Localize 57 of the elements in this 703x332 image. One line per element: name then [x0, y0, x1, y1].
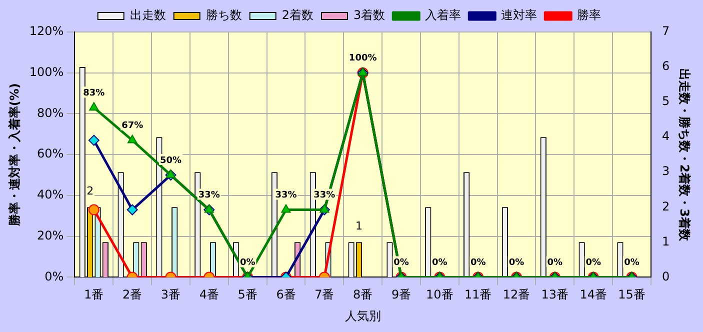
data-label: 0%	[432, 258, 448, 268]
legend-label: 3着数	[354, 8, 386, 22]
data-label: 0%	[508, 258, 524, 268]
y-tick-label: 120%	[29, 24, 64, 38]
legend-label: 勝ち数	[206, 8, 242, 22]
y-tick-label: 0%	[44, 269, 64, 284]
data-label: 67%	[122, 121, 144, 132]
x-tick-label: 7番	[314, 288, 334, 302]
data-label: 0%	[240, 258, 256, 268]
y2-tick-label: 3	[662, 164, 670, 178]
x-tick-label: 5番	[238, 288, 258, 302]
data-label: 1	[355, 220, 362, 233]
x-tick-label: 15番	[618, 288, 646, 302]
y2-axis-title: 出走数・勝ち数・2着数・3着数	[678, 68, 692, 242]
data-label: 33%	[314, 190, 336, 201]
y-axis-title: 勝率・連対率・入着率(%)	[7, 83, 22, 228]
x-tick-label: 8番	[353, 288, 373, 302]
x-tick-label: 3番	[160, 288, 181, 302]
data-label: 0%	[394, 258, 409, 268]
data-label: 83%	[83, 88, 105, 98]
data-label: 33%	[198, 190, 220, 201]
y-tick-label: 80%	[37, 106, 64, 120]
data-label: 0%	[547, 258, 563, 268]
y-tick-label: 20%	[37, 228, 64, 242]
y2-tick-label: 5	[662, 94, 670, 108]
x-tick-label: 11番	[464, 288, 492, 302]
x-tick-label: 2番	[122, 288, 142, 302]
legend-label: 2着数	[282, 8, 314, 22]
x-tick-label: 9番	[391, 288, 412, 302]
data-label: 0%	[470, 258, 486, 268]
legend-label: 出走数	[130, 8, 166, 22]
y2-tick-label: 6	[662, 59, 670, 74]
legend-label: 入着率	[425, 8, 462, 22]
x-tick-label: 6番	[276, 288, 296, 302]
x-tick-label: 10番	[426, 288, 454, 302]
y2-tick-label: 0	[662, 269, 670, 284]
data-label: 2	[86, 184, 94, 198]
y2-tick-label: 7	[662, 24, 670, 38]
y-tick-label: 40%	[37, 188, 64, 202]
legend-label: 勝率	[577, 8, 602, 22]
data-label: 0%	[624, 258, 640, 268]
data-label: 100%	[348, 54, 377, 64]
y-tick-label: 100%	[29, 64, 64, 79]
y2-tick-label: 2	[662, 199, 670, 214]
x-tick-label: 12番	[502, 288, 530, 302]
data-label: 33%	[275, 190, 297, 201]
legend-label: 連対率	[501, 8, 538, 22]
x-tick-label: 14番	[580, 288, 607, 302]
data-label: 50%	[160, 156, 182, 166]
y-tick-label: 60%	[37, 146, 64, 161]
y2-tick-label: 4	[662, 129, 670, 144]
data-label: 0%	[586, 258, 601, 268]
x-tick-label: 4番	[199, 288, 219, 302]
x-tick-label: 1番	[84, 288, 104, 302]
x-axis-title: 人気別	[344, 308, 381, 323]
x-tick-label: 13番	[541, 288, 569, 302]
y2-tick-label: 1	[662, 234, 670, 248]
